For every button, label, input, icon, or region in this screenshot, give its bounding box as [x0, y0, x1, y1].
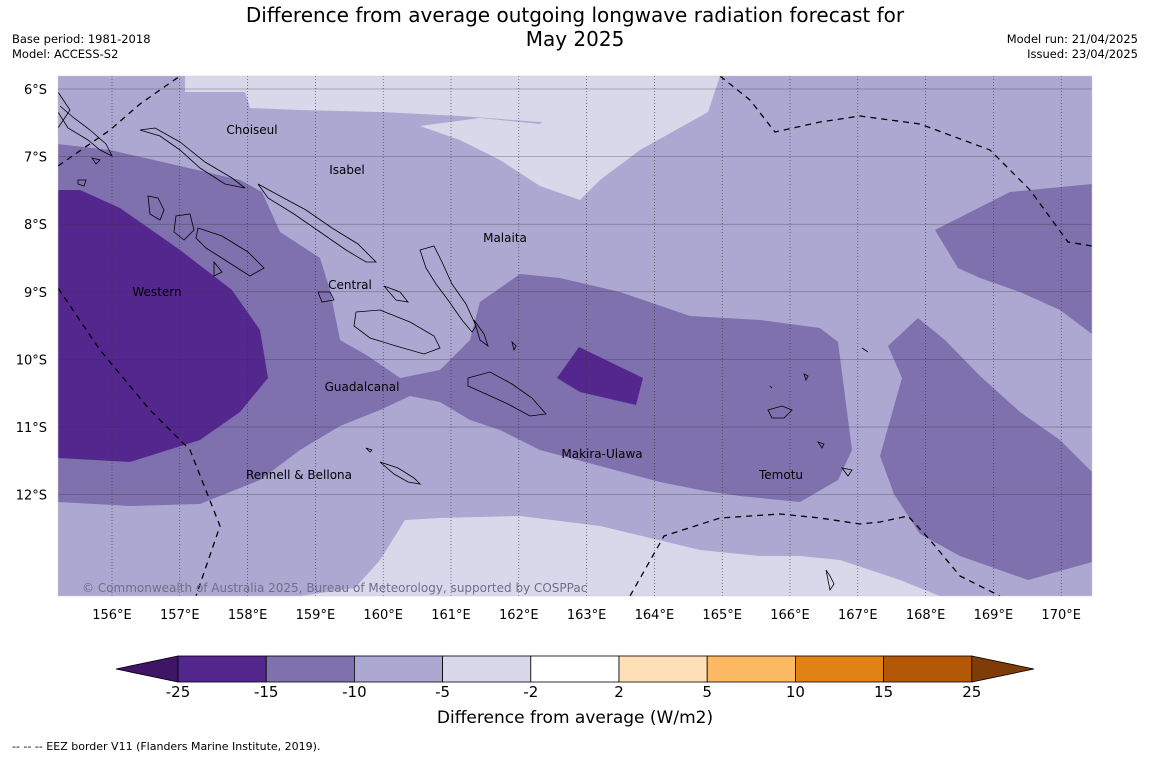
- colorbar-tick-label: -5: [435, 683, 451, 701]
- longitude-label: 170°E: [1041, 608, 1081, 623]
- title-line-2: May 2025: [525, 27, 625, 51]
- anomaly-band-minus15-central: [557, 347, 643, 405]
- colorbar-segment: [530, 655, 620, 683]
- latitude-label: 12°S: [16, 489, 47, 504]
- map-area: Choiseul Isabel Malaita Western Central …: [58, 76, 1092, 596]
- ulawa-island: [511, 340, 517, 352]
- copyright-notice: © Commonwealth of Australia 2025, Bureau…: [82, 581, 587, 595]
- meta-left: Base period: 1981-2018 Model: ACCESS-S2: [12, 32, 151, 62]
- region-label-choiseul: Choiseul: [226, 123, 277, 137]
- longitude-labels: 156°E 157°E 158°E 159°E 160°E 161°E 162°E 163°E…: [92, 608, 1081, 623]
- latitude-label: 6°S: [24, 83, 47, 98]
- anomaly-band-minus15-west: [58, 190, 268, 462]
- colorbar-tick-label: 15: [874, 683, 894, 701]
- longitude-label: 162°E: [499, 608, 539, 623]
- region-label-western: Western: [132, 285, 181, 299]
- colorbar-tick-label: 2: [614, 683, 624, 701]
- region-label-malaita: Malaita: [483, 231, 527, 245]
- region-label-temotu: Temotu: [758, 468, 803, 482]
- colorbar-tick-label: 10: [785, 683, 805, 701]
- colorbar-segment: [795, 655, 885, 683]
- map-frame: [57, 75, 1093, 597]
- nggela-islands: [317, 285, 409, 303]
- colorbar: [115, 655, 1035, 683]
- eez-footnote: -- -- -- EEZ border V11 (Flanders Marine…: [12, 740, 321, 753]
- longitude-label: 166°E: [770, 608, 810, 623]
- longitude-label: 158°E: [228, 608, 268, 623]
- longitude-label: 168°E: [906, 608, 946, 623]
- latitude-label: 8°S: [24, 218, 47, 233]
- longitude-label: 169°E: [974, 608, 1014, 623]
- longitude-label: 163°E: [567, 608, 607, 623]
- eez-borders: [58, 76, 1092, 596]
- colorbar-tick-label: -25: [165, 683, 191, 701]
- colorbar-tick-label: 5: [702, 683, 712, 701]
- colorbar-segment: [265, 655, 355, 683]
- longitude-label: 167°E: [838, 608, 878, 623]
- graticule: [58, 76, 1092, 596]
- latitude-label: 11°S: [16, 421, 47, 436]
- longitude-label: 160°E: [363, 608, 403, 623]
- region-label-isabel: Isabel: [329, 163, 364, 177]
- makira-island: [467, 371, 547, 417]
- shortland-islands: [77, 157, 101, 187]
- colorbar-tick-label: -10: [342, 683, 367, 701]
- latitude-label: 7°S: [24, 151, 47, 166]
- map-title: Difference from average outgoing longwav…: [230, 3, 920, 51]
- santa-isabel-island: [257, 183, 377, 263]
- santa-cruz-islands: [767, 373, 853, 477]
- longitude-label: 161°E: [431, 608, 471, 623]
- anomaly-band-minus10-southeast: [880, 318, 1092, 580]
- region-label-guadalcanal: Guadalcanal: [325, 380, 400, 394]
- colorbar-segment: [442, 655, 532, 683]
- colorbar-title: Difference from average (W/m2): [436, 708, 714, 728]
- colorbar-segment: [706, 655, 796, 683]
- longitude-label: 157°E: [160, 608, 200, 623]
- bougainville-island: [58, 91, 113, 157]
- region-label-central: Central: [328, 278, 372, 292]
- latitude-label: 10°S: [16, 353, 47, 368]
- new-georgia-islands: [147, 195, 265, 277]
- coastlines: [58, 91, 869, 592]
- model-run: Model run: 21/04/2025: [1006, 32, 1138, 46]
- issued-date: Issued: 23/04/2025: [1027, 47, 1138, 61]
- longitude-label: 165°E: [702, 608, 742, 623]
- model-name: Model: ACCESS-S2: [12, 47, 119, 61]
- region-label-rennell-bellona: Rennell & Bellona: [246, 468, 352, 482]
- colorbar-segment: [177, 655, 267, 683]
- colorbar-tick-label: 25: [962, 683, 982, 701]
- longitude-label: 159°E: [296, 608, 336, 623]
- base-period: Base period: 1981-2018: [12, 32, 151, 46]
- malaita-island: [419, 245, 489, 348]
- region-labels: Choiseul Isabel Malaita Western Central …: [132, 123, 803, 482]
- rennell-island: [365, 447, 422, 485]
- latitude-labels: 6°S 7°S 8°S 9°S 10°S 11°S 12°S: [16, 83, 47, 504]
- anomaly-light-patch: [420, 76, 720, 200]
- longitude-label: 156°E: [92, 608, 132, 623]
- colorbar-tick-label: -15: [253, 683, 279, 701]
- choiseul-island: [139, 127, 246, 189]
- colorbar-segment: [883, 655, 973, 683]
- colorbar-max-extension: [971, 655, 1035, 683]
- colorbar-min-extension: [115, 655, 179, 683]
- anomaly-band-minus10: [58, 144, 852, 506]
- tikopia-anuta: [825, 347, 869, 592]
- title-line-1: Difference from average outgoing longwav…: [245, 3, 905, 27]
- guadalcanal-island: [353, 309, 441, 355]
- region-label-makira-ulawa: Makira-Ulawa: [561, 447, 642, 461]
- longitude-label: 164°E: [635, 608, 675, 623]
- colorbar-segment: [353, 655, 443, 683]
- latitude-label: 9°S: [24, 286, 47, 301]
- colorbar-tick-label: -2: [523, 683, 539, 701]
- colorbar-segment: [618, 655, 708, 683]
- meta-right: Model run: 21/04/2025 Issued: 23/04/2025: [1007, 32, 1138, 62]
